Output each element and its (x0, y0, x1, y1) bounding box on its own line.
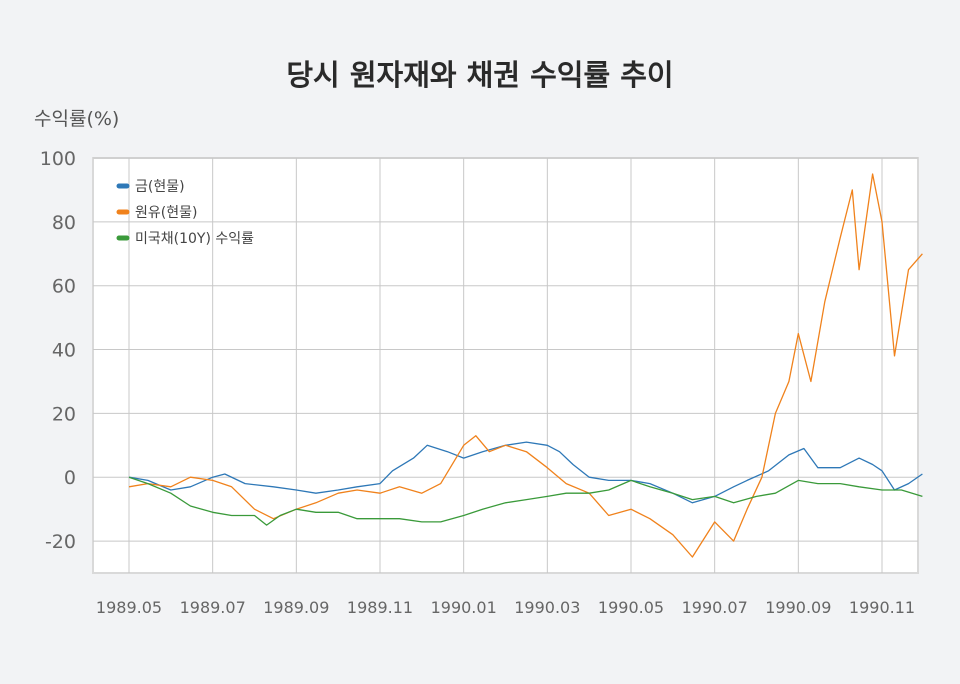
y-tick-label: 80 (52, 212, 76, 234)
x-tick-label: 1990.07 (682, 598, 748, 617)
x-tick-label: 1990.11 (849, 598, 915, 617)
y-tick-label: 100 (40, 148, 76, 170)
legend-label: 원유(현물) (135, 205, 197, 221)
x-tick-label: 1990.01 (431, 598, 497, 617)
legend-label: 미국채(10Y) 수익률 (135, 231, 254, 247)
y-ticks: -20 0 20 40 60 80 100 (40, 148, 76, 553)
legend-label: 금(현물) (135, 179, 185, 195)
x-tick-label: 1990.03 (514, 598, 580, 617)
grid (93, 157, 918, 573)
series-line-2 (128, 476, 923, 526)
x-tick-label: 1989.11 (347, 598, 413, 617)
y-tick-label: 0 (64, 467, 76, 489)
x-tick-label: 1989.07 (180, 598, 246, 617)
y-tick-label: 20 (52, 403, 76, 425)
x-tick-label: 1989.05 (96, 598, 162, 617)
plot-area (92, 157, 919, 574)
series-lines (128, 173, 923, 558)
series-line-0 (128, 441, 923, 504)
y-tick-label: 60 (52, 276, 76, 298)
x-tick-label: 1990.09 (765, 598, 831, 617)
x-ticks: 1989.05 1989.07 1989.09 1989.11 1990.01 1990.… (96, 598, 915, 617)
x-tick-label: 1989.09 (263, 598, 329, 617)
y-tick-label: 40 (52, 340, 76, 362)
x-tick-label: 1990.05 (598, 598, 664, 617)
y-axis-label: 수익률(%) (34, 108, 120, 130)
chart-title: 당시 원자재와 채권 수익률 추이 (286, 58, 674, 92)
y-tick-label: -20 (45, 531, 76, 553)
legend: 금(현물) 원유(현물) 미국채(10Y) 수익률 (116, 179, 254, 247)
